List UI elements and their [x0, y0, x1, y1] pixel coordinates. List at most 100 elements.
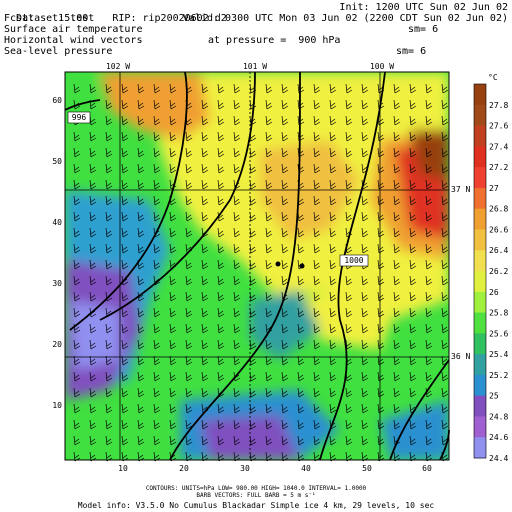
wind-barb — [361, 115, 369, 126]
wind-barb — [137, 211, 145, 222]
wind-barb — [185, 339, 193, 350]
wind-barb — [169, 179, 177, 190]
wind-barb — [329, 163, 337, 174]
wind-barb — [409, 339, 417, 350]
wind-barb — [409, 211, 417, 222]
wind-barb — [393, 163, 401, 174]
colorbar-swatch — [474, 271, 486, 293]
wind-barb — [329, 259, 337, 270]
wind-barb — [313, 163, 321, 174]
colorbar-swatch — [474, 104, 486, 127]
wind-barb — [121, 403, 129, 414]
wind-barb — [441, 195, 449, 206]
wind-barb — [377, 275, 385, 286]
wind-barb — [153, 435, 161, 446]
wind-barb — [105, 355, 113, 366]
wind-barb — [137, 195, 145, 206]
wind-barb — [121, 307, 129, 318]
wind-barb — [441, 115, 449, 126]
wind-barb — [393, 387, 401, 398]
wind-barb — [89, 259, 97, 270]
x-tick: 20 — [179, 464, 189, 473]
wind-barb — [281, 83, 289, 94]
wind-barb — [73, 323, 81, 334]
wind-barb — [329, 131, 337, 142]
wind-barb — [361, 147, 369, 158]
wind-barb — [249, 403, 257, 414]
wind-barb — [137, 179, 145, 190]
wind-barb — [265, 83, 273, 94]
wind-barb — [137, 435, 145, 446]
colorbar-swatch — [474, 437, 486, 459]
wind-barb — [121, 211, 129, 222]
wind-barb — [377, 227, 385, 238]
wind-barb — [281, 115, 289, 126]
wind-barb — [153, 275, 161, 286]
wind-barb — [121, 195, 129, 206]
wind-barb — [265, 259, 273, 270]
wind-barb — [73, 243, 81, 254]
wind-barb — [105, 195, 113, 206]
wind-barb — [329, 275, 337, 286]
wind-barb — [89, 419, 97, 430]
wind-barb — [201, 115, 209, 126]
wind-barb — [169, 355, 177, 366]
colorbar-swatch — [474, 84, 486, 106]
wind-barb — [313, 355, 321, 366]
wind-barb — [233, 195, 241, 206]
wind-barb — [297, 387, 305, 398]
wind-barb — [329, 83, 337, 94]
wind-barb — [73, 387, 81, 398]
wind-barb — [441, 307, 449, 318]
wind-barb — [393, 339, 401, 350]
wind-barb — [201, 371, 209, 382]
wind-barb — [201, 243, 209, 254]
wind-barb — [169, 419, 177, 430]
wind-barb — [121, 291, 129, 302]
wind-barb — [185, 131, 193, 142]
wind-barb — [377, 243, 385, 254]
wind-barb — [153, 99, 161, 110]
field-temperature-label: Surface air temperature — [4, 24, 143, 35]
wind-barb — [281, 99, 289, 110]
wind-barb — [73, 179, 81, 190]
colorbar-label: 26.2 — [489, 267, 508, 276]
wind-barb — [409, 243, 417, 254]
station-dot — [275, 261, 281, 267]
wind-barb — [313, 291, 321, 302]
wind-barb — [265, 419, 273, 430]
wind-barb — [169, 339, 177, 350]
wind-barb — [345, 291, 353, 302]
wind-barb — [377, 147, 385, 158]
wind-barb — [377, 291, 385, 302]
wind-barb — [121, 419, 129, 430]
x-tick: 30 — [240, 464, 250, 473]
lon-label-102w: 102 W — [106, 62, 130, 71]
x-tick: 50 — [362, 464, 372, 473]
colorbar-swatch — [474, 312, 486, 334]
wind-barb — [105, 99, 113, 110]
wind-barb — [313, 419, 321, 430]
wind-barb — [217, 147, 225, 158]
wind-barb — [153, 307, 161, 318]
wind-barb — [345, 323, 353, 334]
wind-barb — [425, 195, 433, 206]
wind-barb — [169, 259, 177, 270]
colorbar-label: 24.4 — [489, 454, 508, 463]
colorbar-swatch — [474, 333, 486, 355]
colorbar-swatch — [474, 187, 486, 210]
x-axis-ticks: 10 20 30 40 50 60 — [118, 464, 432, 473]
colorbar-swatch — [474, 291, 486, 314]
wind-barb — [105, 291, 113, 302]
wind-barb — [409, 291, 417, 302]
colorbar-label: 27.6 — [489, 122, 508, 131]
wind-barb — [217, 99, 225, 110]
dataset-line: Dataset: test RIP: rip20020602 d2 — [4, 2, 227, 24]
wind-barb — [137, 307, 145, 318]
wind-barb — [313, 83, 321, 94]
wind-barb — [281, 227, 289, 238]
colorbar-label: 26.6 — [489, 225, 508, 234]
wind-barb — [233, 355, 241, 366]
y-axis-ticks: 10 20 30 40 50 60 — [52, 96, 62, 410]
